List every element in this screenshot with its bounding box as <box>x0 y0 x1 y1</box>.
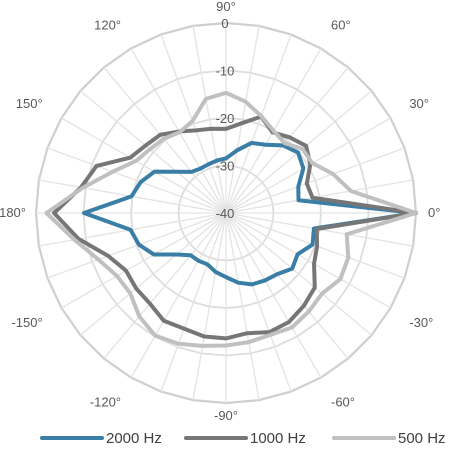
series-line-500-hz <box>44 90 418 348</box>
spoke-230 <box>103 212 227 359</box>
spoke-240 <box>130 212 227 378</box>
spoke-300 <box>225 212 322 378</box>
angle-label-minus-30: -30° <box>409 315 433 330</box>
angle-label-minus-90: -90° <box>214 408 238 423</box>
angle-label-90: 90° <box>216 0 236 14</box>
legend-label-1000-hz: 1000 Hz <box>250 430 306 447</box>
legend-label-500-hz: 500 Hz <box>398 430 446 447</box>
label-layer: 0 -10 -20 -30 -40 0° 30° 60° 90° 120° 150° (-) 180°… <box>0 0 440 423</box>
angle-label-120: 120° <box>94 18 121 33</box>
spoke-100 <box>192 25 227 214</box>
spoke-110 <box>160 34 227 214</box>
angle-label-180: (-) 180° <box>0 205 26 220</box>
spoke-280 <box>225 212 260 401</box>
spoke-220 <box>80 212 227 336</box>
spoke-320 <box>225 212 372 336</box>
legend: 2000 Hz 1000 Hz 500 Hz <box>40 430 446 447</box>
spoke-20 <box>225 147 405 214</box>
series-layer <box>44 90 418 348</box>
legend-label-2000-hz: 2000 Hz <box>106 430 162 447</box>
spoke-260 <box>192 212 227 401</box>
spoke-200 <box>47 212 227 279</box>
spoke-210 <box>61 212 227 309</box>
spoke-330 <box>225 212 391 309</box>
spoke-10 <box>225 179 414 214</box>
spoke-150 <box>61 117 227 214</box>
spoke-80 <box>225 25 260 214</box>
angle-label-60: 60° <box>331 18 351 33</box>
radial-tick-label-0: 0 <box>221 16 228 31</box>
spoke-70 <box>225 34 292 214</box>
spoke-50 <box>225 67 349 214</box>
spoke-290 <box>225 212 292 392</box>
spoke-160 <box>47 147 227 214</box>
radial-tick-label-minus-20: -20 <box>216 111 235 126</box>
angle-label-30: 30° <box>409 96 429 111</box>
spoke-310 <box>225 212 349 359</box>
radial-tick-label-minus-30: -30 <box>216 159 235 174</box>
angle-label-0: 0° <box>428 205 440 220</box>
spoke-140 <box>80 90 227 214</box>
angle-label-minus-120: -120° <box>90 394 121 409</box>
angle-label-minus-150: -150° <box>11 315 42 330</box>
radial-tick-label-minus-10: -10 <box>216 64 235 79</box>
angle-label-150: 150° <box>16 96 43 111</box>
angle-label-minus-60: -60° <box>331 394 355 409</box>
radial-tick-label-minus-40: -40 <box>216 206 235 221</box>
series-line-2000-hz <box>81 140 418 287</box>
spoke-250 <box>160 212 227 392</box>
